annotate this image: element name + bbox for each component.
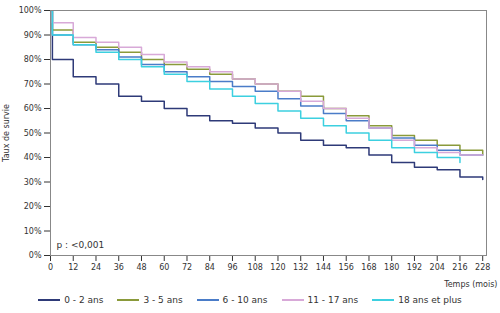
svg-text:0%: 0%: [29, 251, 42, 260]
svg-text:168: 168: [361, 263, 376, 272]
svg-text:Taux de survie: Taux de survie: [2, 104, 11, 163]
svg-text:10%: 10%: [24, 227, 42, 236]
svg-text:96: 96: [227, 263, 237, 272]
svg-text:192: 192: [407, 263, 422, 272]
html-text:11 - 17 ans: 11 - 17 ans: [307, 295, 359, 305]
svg-text:180: 180: [384, 263, 399, 272]
svg-text:48: 48: [136, 263, 146, 272]
svg-text:30%: 30%: [24, 178, 42, 187]
html-text:18 ans et plus: 18 ans et plus: [398, 295, 462, 305]
svg-text:90%: 90%: [24, 31, 42, 40]
svg-text:120: 120: [270, 263, 285, 272]
svg-text:24: 24: [91, 263, 101, 272]
html-text:6 - 10 ans: 6 - 10 ans: [222, 295, 268, 305]
svg-text:80%: 80%: [24, 55, 42, 64]
svg-text:40%: 40%: [24, 153, 42, 162]
svg-text:50%: 50%: [24, 129, 42, 138]
html-text:3 - 5 ans: 3 - 5 ans: [143, 295, 183, 305]
svg-text:216: 216: [452, 263, 467, 272]
svg-text:36: 36: [114, 263, 124, 272]
svg-text:132: 132: [293, 263, 308, 272]
svg-text:12: 12: [68, 263, 78, 272]
svg-text:228: 228: [475, 263, 490, 272]
svg-text:60: 60: [159, 263, 169, 272]
svg-text:156: 156: [339, 263, 354, 272]
html-text:0 - 2 ans: 0 - 2 ans: [64, 295, 104, 305]
svg-text:204: 204: [430, 263, 445, 272]
svg-text:Temps (mois): Temps (mois): [443, 280, 497, 289]
svg-text:108: 108: [248, 263, 263, 272]
svg-text:0: 0: [48, 263, 53, 272]
svg-text:144: 144: [316, 263, 331, 272]
svg-text:72: 72: [182, 263, 192, 272]
svg-text:70%: 70%: [24, 80, 42, 89]
svg-text:100%: 100%: [19, 6, 42, 15]
svg-text:84: 84: [205, 263, 215, 272]
svg-text:60%: 60%: [24, 104, 42, 113]
svg-text:20%: 20%: [24, 202, 42, 211]
svg-text:p : <0,001: p : <0,001: [57, 240, 105, 250]
